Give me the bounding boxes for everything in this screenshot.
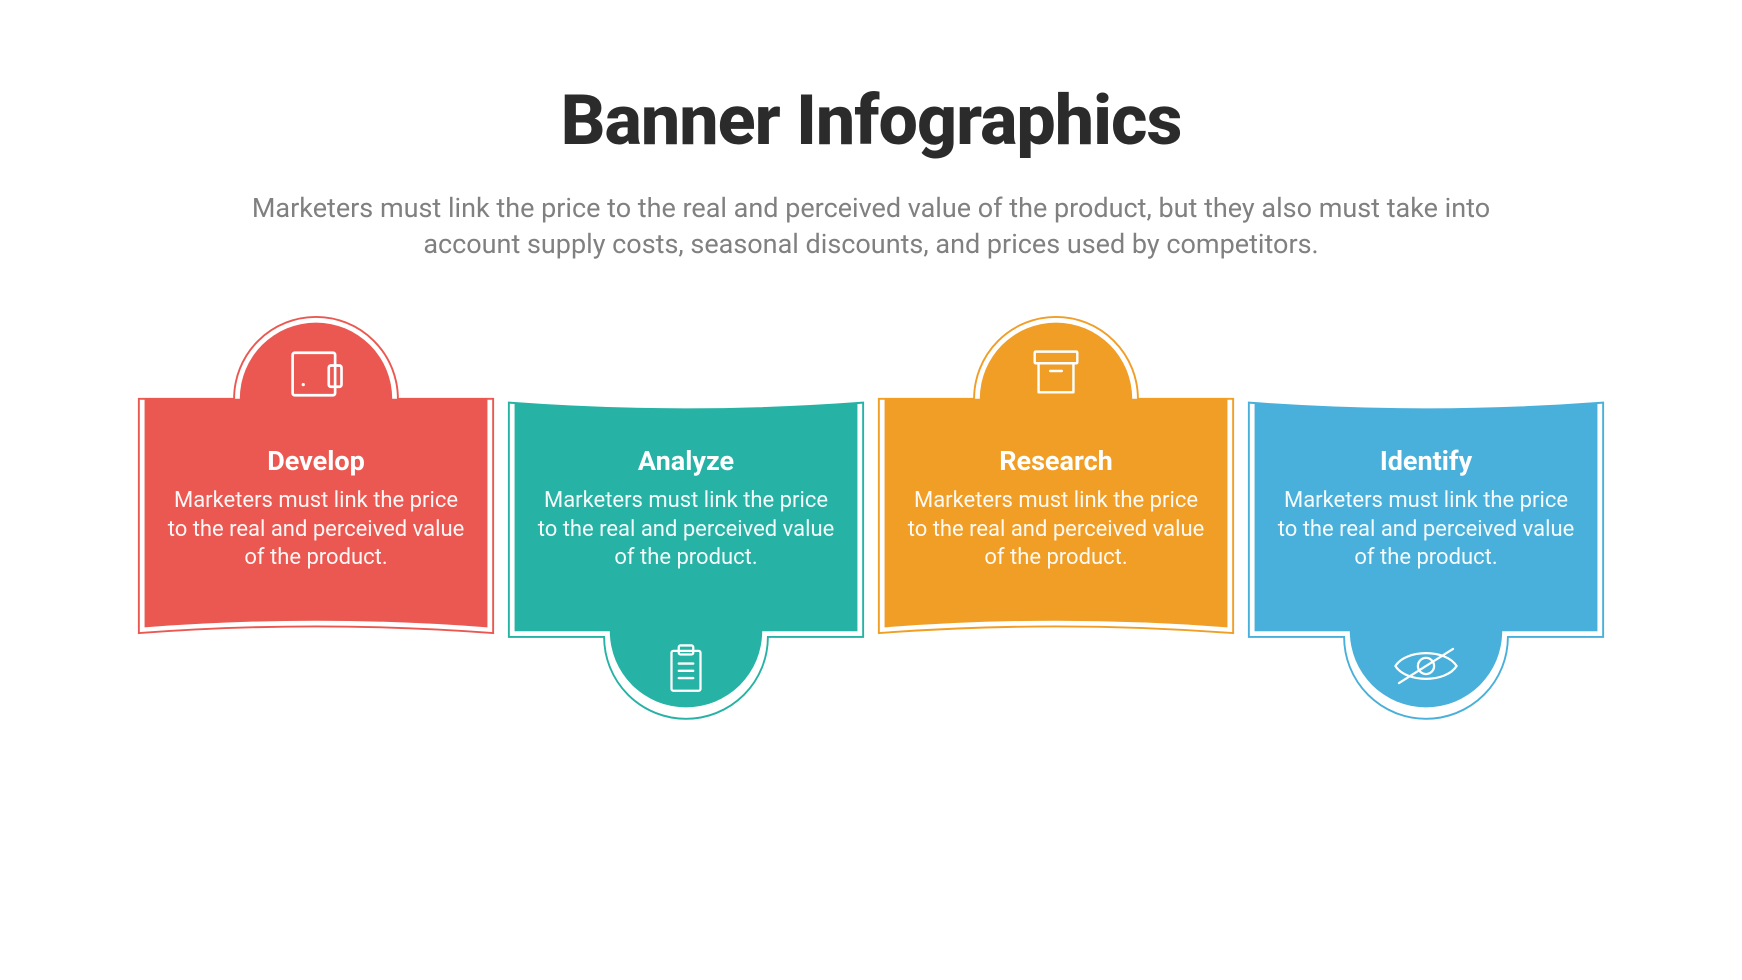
card-content: Analyze Marketers must link the price to…: [506, 445, 866, 573]
cards-row: Develop Marketers must link the price to…: [0, 315, 1742, 715]
card-body: Marketers must link the price to the rea…: [536, 487, 836, 573]
card-content: Identify Marketers must link the price t…: [1246, 445, 1606, 573]
card-title: Develop: [166, 445, 466, 477]
card-title: Analyze: [536, 445, 836, 477]
card-analyze: Analyze Marketers must link the price to…: [506, 315, 866, 715]
card-research: Research Marketers must link the price t…: [876, 315, 1236, 715]
header: Banner Infographics Marketers must link …: [0, 0, 1742, 263]
clipboard-icon: [657, 640, 715, 698]
card-body: Marketers must link the price to the rea…: [906, 487, 1206, 573]
page-title: Banner Infographics: [100, 80, 1642, 162]
wallet-icon: [282, 340, 350, 408]
card-body: Marketers must link the price to the rea…: [166, 487, 466, 573]
page-subtitle: Marketers must link the price to the rea…: [221, 190, 1521, 263]
eye-off-icon: [1390, 640, 1462, 692]
card-title: Identify: [1276, 445, 1576, 477]
card-content: Research Marketers must link the price t…: [876, 445, 1236, 573]
card-develop: Develop Marketers must link the price to…: [136, 315, 496, 715]
card-body: Marketers must link the price to the rea…: [1276, 487, 1576, 573]
card-content: Develop Marketers must link the price to…: [136, 445, 496, 573]
archive-icon: [1025, 340, 1087, 402]
card-title: Research: [906, 445, 1206, 477]
card-identify: Identify Marketers must link the price t…: [1246, 315, 1606, 715]
